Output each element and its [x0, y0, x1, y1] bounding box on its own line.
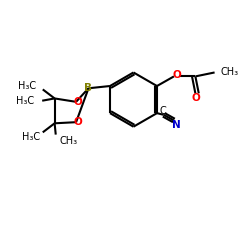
Text: H₃C: H₃C: [16, 96, 34, 106]
Text: O: O: [172, 70, 181, 80]
Text: CH₃: CH₃: [220, 68, 238, 78]
Text: C: C: [160, 106, 166, 116]
Text: O: O: [73, 97, 82, 107]
Text: O: O: [73, 117, 82, 127]
Text: CH₃: CH₃: [59, 136, 77, 146]
Text: B: B: [84, 83, 92, 93]
Text: O: O: [191, 94, 200, 104]
Text: H₃C: H₃C: [18, 81, 36, 91]
Text: N: N: [172, 120, 180, 130]
Text: H₃C: H₃C: [22, 132, 40, 142]
